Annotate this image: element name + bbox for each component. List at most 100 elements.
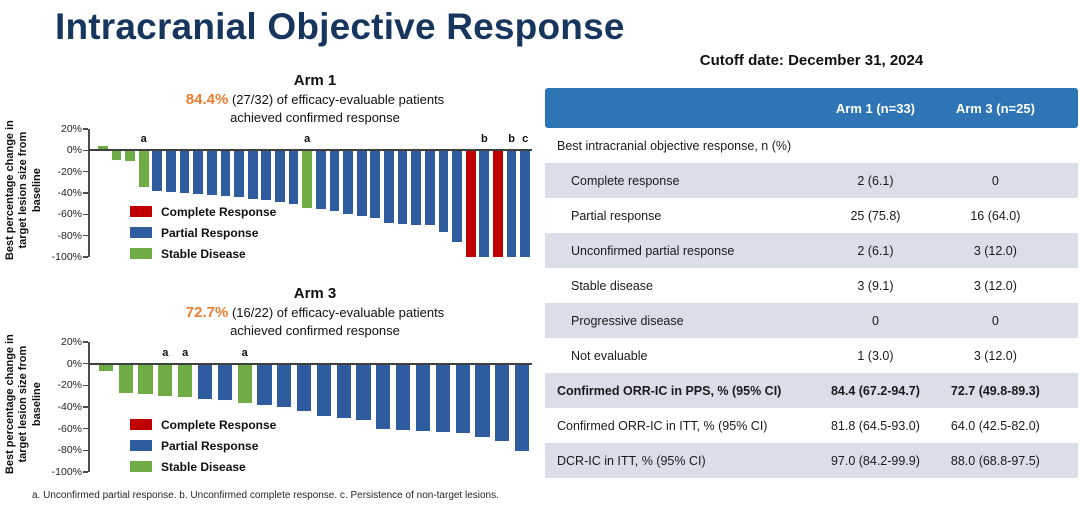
zero-baseline — [88, 362, 532, 365]
waterfall-bar-sd — [125, 150, 135, 161]
arm1-value: 1 (3.0) — [857, 348, 894, 363]
y-axis-tick-mark — [83, 362, 88, 365]
arm1-value: 84.4 (67.2-94.7) — [830, 383, 920, 398]
arm1-value: 3 (9.1) — [857, 278, 894, 293]
arm3-subtitle-line2: achieved confirmed response — [230, 322, 400, 338]
waterfall-bar-pr — [506, 150, 517, 257]
table-row: Unconfirmed partial response 2 (6.1) 3 (12… — [545, 233, 1078, 268]
bar-annotation: a — [182, 346, 189, 359]
row-label: Unconfirmed partial response — [571, 243, 735, 258]
waterfall-bar-pr — [179, 150, 190, 193]
slide-title: Intracranial Objective Response — [55, 6, 625, 47]
arm1-chart-subtitle: 84.4% (27/32) of efficacy-evaluable pati… — [90, 91, 540, 110]
waterfall-bar-pr — [452, 150, 462, 243]
arm3-value: 3 (12.0) — [973, 348, 1017, 363]
waterfall-bar-sd — [97, 146, 108, 151]
waterfall-bar-pr — [197, 363, 213, 400]
waterfall-bar-pr — [514, 363, 530, 452]
waterfall-bar-pr — [247, 150, 258, 200]
bar-annotation: a — [140, 133, 147, 146]
table-row: DCR-IC in ITT, % (95% CI) 97.0 (84.2-99.9… — [545, 443, 1078, 478]
y-axis-tick-mark — [83, 449, 88, 452]
waterfall-bar-pr — [475, 363, 490, 438]
legend-label: Complete Response — [161, 204, 277, 219]
table-row: Stable disease 3 (9.1) 3 (12.0) — [545, 268, 1078, 303]
legend-swatch-cr — [130, 206, 152, 217]
arm3-value: 0 — [991, 313, 999, 328]
waterfall-bar-pr — [376, 363, 391, 429]
table-row: Partial response 25 (75.8) 16 (64.0) — [545, 198, 1078, 233]
waterfall-bar-sd — [111, 150, 122, 160]
legend-item: Complete Response — [130, 201, 276, 222]
legend-item: Complete Response — [130, 414, 276, 435]
table-row: Complete response 2 (6.1) 0 — [545, 163, 1078, 198]
legend-swatch-sd — [130, 461, 152, 472]
y-axis-tick: -100% — [51, 251, 82, 263]
waterfall-bar-pr — [343, 150, 353, 215]
waterfall-bar-pr — [455, 363, 470, 433]
y-axis-tick: -40% — [57, 187, 82, 199]
table-row: Confirmed ORR-IC in PPS, % (95% CI) 84.4 … — [545, 373, 1078, 408]
row-label: DCR-IC in ITT, % (95% CI) — [557, 453, 706, 468]
waterfall-bar-pr — [397, 150, 408, 224]
row-label: Stable disease — [571, 278, 654, 293]
y-axis-tick: -60% — [57, 422, 82, 435]
waterfall-bar-pr — [495, 363, 510, 441]
bar-annotation: a — [162, 346, 169, 359]
y-axis-tick-mark — [83, 192, 88, 194]
row-label: Progressive disease — [571, 313, 684, 328]
legend-label: Stable Disease — [161, 246, 246, 261]
table-header-arm1: Arm 1 (n=33) — [835, 100, 916, 116]
chart-legend: Complete Response Partial Response Stable … — [130, 414, 276, 477]
arm3-chart-header: Arm 3 72.7% (16/22) of efficacy-evaluabl… — [90, 285, 540, 339]
y-axis-tick-mark — [83, 341, 88, 343]
bar-annotation: c — [522, 133, 529, 146]
waterfall-bar-sd — [178, 363, 193, 398]
y-axis-tick-mark — [83, 427, 88, 430]
arm3-value: 64.0 (42.5-82.0) — [950, 418, 1040, 433]
waterfall-bar-cr — [493, 150, 503, 257]
row-label: Not evaluable — [571, 348, 648, 363]
y-axis-line — [88, 342, 90, 472]
waterfall-bar-pr — [275, 150, 285, 202]
row-label: Partial response — [571, 208, 662, 223]
row-label: Complete response — [571, 173, 680, 188]
waterfall-bar-sd — [158, 363, 173, 397]
waterfall-bar-pr — [424, 150, 435, 225]
legend-swatch-pr — [130, 227, 152, 238]
row-label: Confirmed ORR-IC in ITT, % (95% CI) — [557, 418, 768, 433]
legend-item: Stable Disease — [130, 456, 276, 477]
waterfall-bar-pr — [370, 150, 381, 218]
y-axis-tick-mark — [83, 149, 88, 152]
waterfall-bar-pr — [315, 150, 326, 209]
waterfall-bar-pr — [234, 150, 244, 198]
waterfall-bar-pr — [217, 363, 232, 401]
arm3-value: 3 (12.0) — [973, 278, 1017, 293]
waterfall-bar-pr — [220, 150, 231, 197]
bar-annotation: a — [304, 133, 311, 146]
cutoff-date: Cutoff date: December 31, 2024 — [699, 52, 924, 69]
legend-item: Stable Disease — [130, 243, 276, 264]
waterfall-bar-sd — [138, 150, 149, 187]
arm1-value: 2 (6.1) — [857, 243, 894, 258]
legend-label: Stable Disease — [161, 459, 246, 474]
table-header-row: Arm 1 (n=33) Arm 3 (n=25) — [545, 88, 1078, 128]
legend-label: Partial Response — [161, 225, 259, 240]
y-axis-tick: 20% — [60, 123, 82, 135]
waterfall-bar-pr — [261, 150, 272, 201]
y-axis-tick: -80% — [57, 229, 82, 242]
y-axis-line — [88, 129, 90, 257]
arm1-subtitle-line2: achieved confirmed response — [230, 109, 400, 125]
waterfall-bar-cr — [465, 150, 476, 257]
table-header-arm3: Arm 3 (n=25) — [955, 100, 1035, 116]
row-label: Confirmed ORR-IC in PPS, % (95% CI) — [557, 383, 782, 398]
waterfall-bar-pr — [329, 150, 340, 212]
table-row: Not evaluable 1 (3.0) 3 (12.0) — [545, 338, 1078, 373]
zero-baseline — [88, 149, 532, 152]
waterfall-bar-pr — [193, 150, 204, 195]
arm3-value: 72.7 (49.8-89.3) — [950, 383, 1040, 398]
legend-swatch-pr — [130, 440, 152, 451]
arm1-value: 81.8 (64.5-93.0) — [830, 418, 920, 433]
